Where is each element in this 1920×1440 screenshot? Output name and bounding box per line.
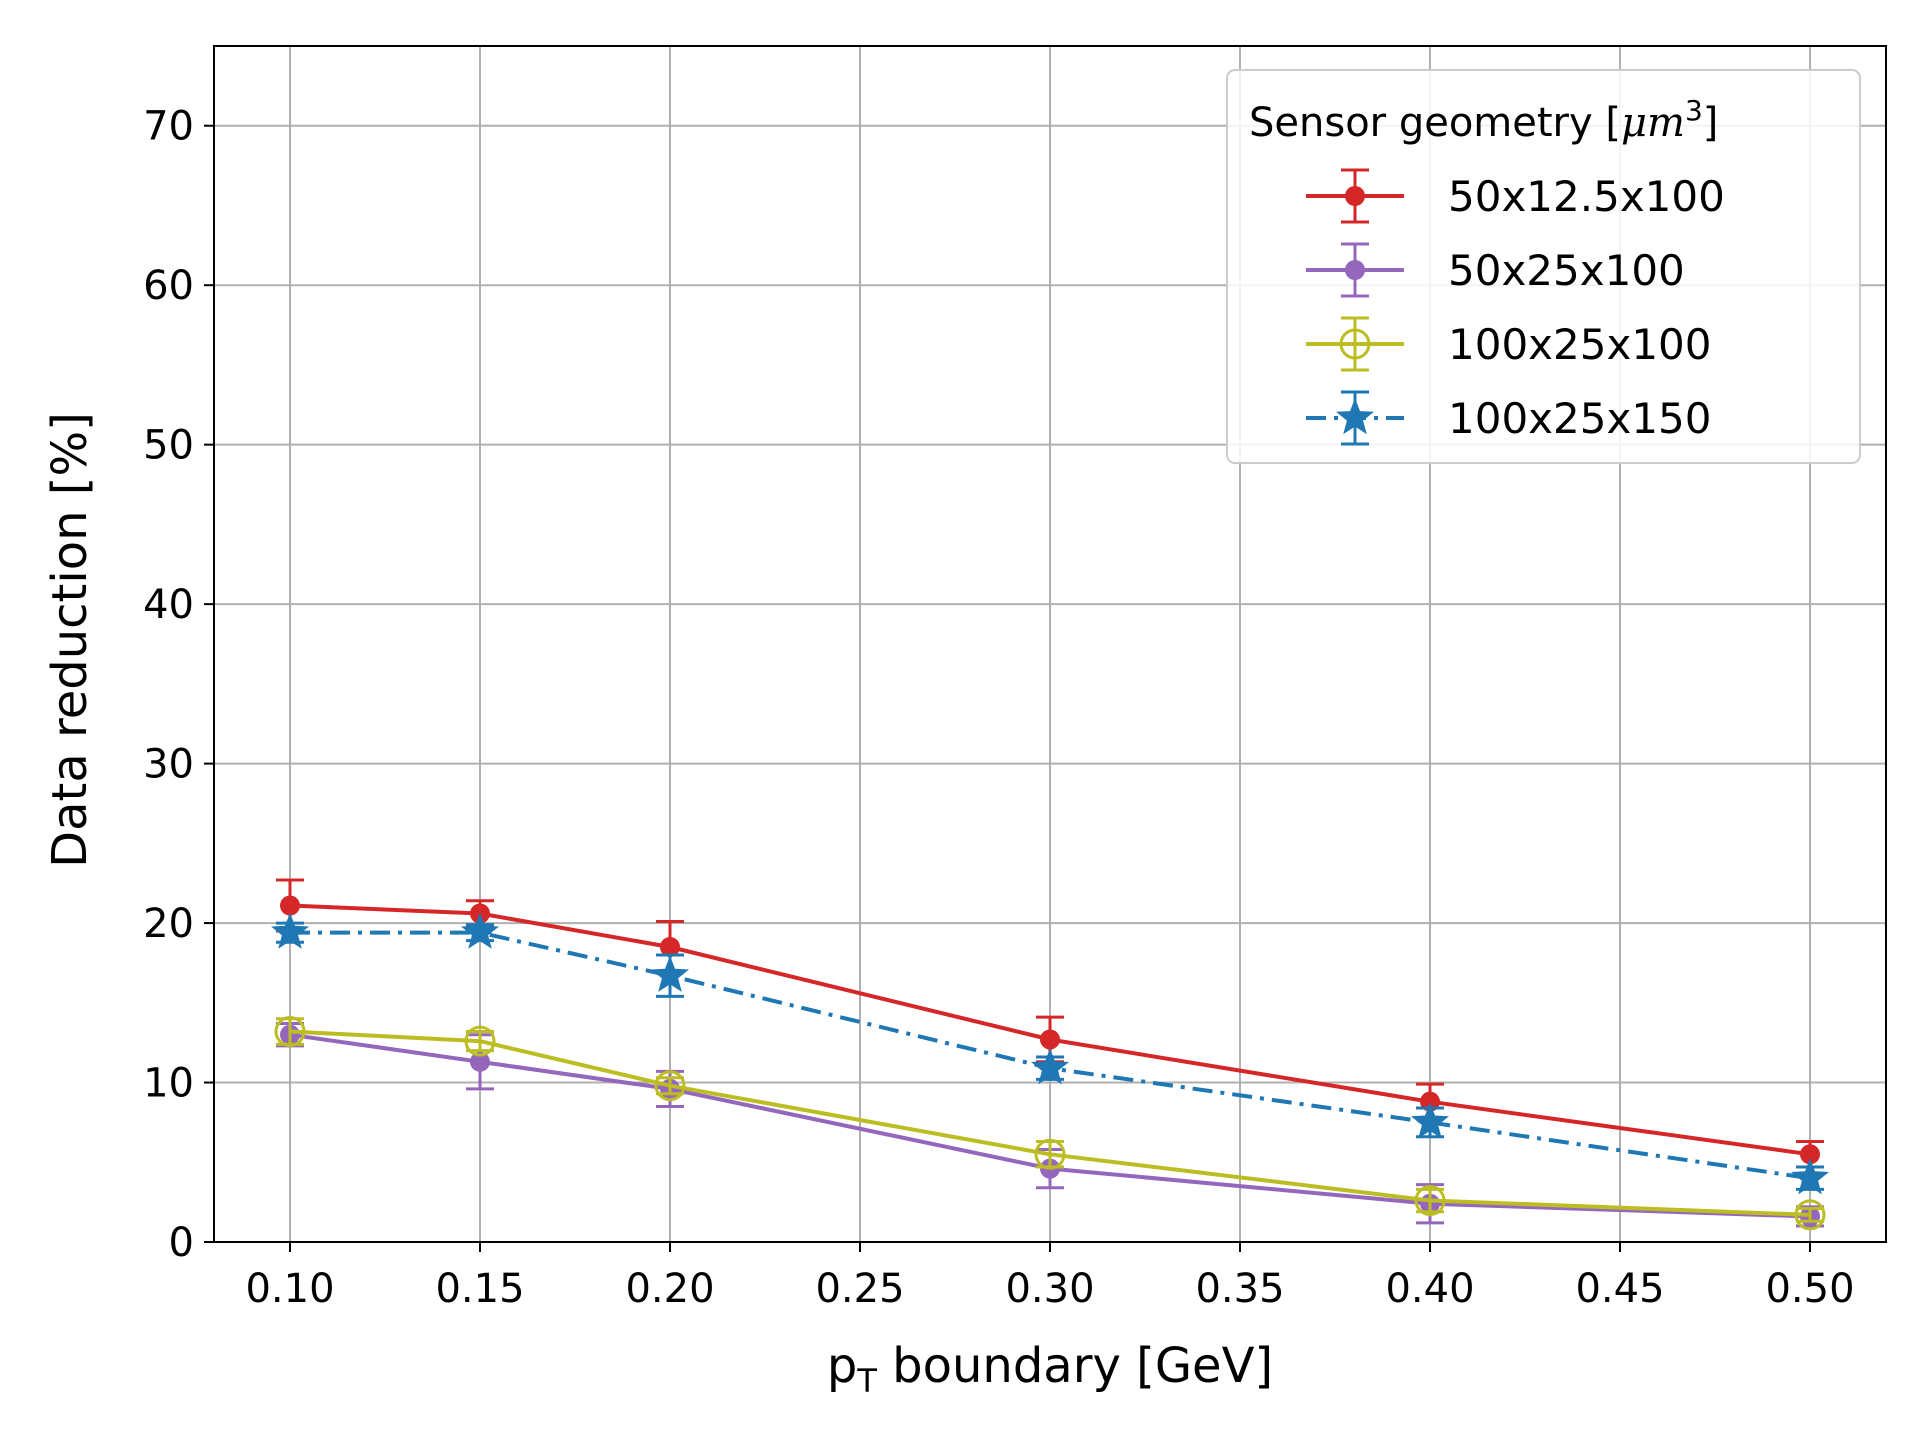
y-tick-label: 10 (143, 1061, 194, 1107)
x-tick-label: 0.15 (435, 1266, 524, 1312)
y-tick-label: 70 (143, 104, 194, 150)
y-tick-label: 20 (143, 901, 194, 947)
legend: Sensor geometry [μm3] 50x12.5x100 50x25x1… (1226, 69, 1861, 464)
x-tick-label: 0.30 (1005, 1266, 1094, 1312)
y-tick-label: 50 (143, 423, 194, 469)
legend-entries: 50x12.5x100 50x25x100 100x25x100 100x25x150 (1306, 168, 1725, 446)
x-tick-label: 0.45 (1575, 1266, 1664, 1312)
y-tick-label: 0 (169, 1220, 194, 1266)
x-tick-label: 0.25 (815, 1266, 904, 1312)
legend-title: Sensor geometry [μm3] (1249, 94, 1718, 146)
series-100x25x150 (271, 912, 1829, 1195)
legend-marker (1345, 186, 1365, 206)
data-point (1791, 1158, 1829, 1195)
data-point (280, 895, 300, 916)
data-point (660, 936, 680, 957)
data-point (1034, 1138, 1066, 1170)
data-point (651, 955, 689, 992)
ticks: 0.10 0.15 0.20 0.25 0.30 0.35 0.40 0.45 0.50 0 10 2… (143, 104, 1854, 1312)
data-point (271, 912, 309, 949)
x-tick-label: 0.20 (625, 1266, 714, 1312)
series-line (289, 1032, 1811, 1219)
legend-entry: 100x25x100 (1306, 316, 1711, 372)
data-point (1040, 1029, 1060, 1050)
series-line (289, 903, 1811, 1157)
y-axis-label: Data reduction [%] (42, 412, 98, 868)
x-axis-label: pT boundary [GeV] (827, 1338, 1273, 1400)
legend-marker (1336, 398, 1374, 435)
data-point (461, 912, 499, 949)
legend-entry: 50x12.5x100 (1306, 168, 1725, 224)
y-tick-label: 40 (143, 582, 194, 628)
legend-entry: 50x25x100 (1306, 242, 1685, 298)
data-point (1411, 1102, 1449, 1139)
series-line (289, 1029, 1811, 1217)
legend-marker (1339, 328, 1371, 360)
data-point (1794, 1199, 1826, 1231)
data-point (470, 1051, 490, 1072)
series-100x25x100 (274, 1016, 1826, 1231)
data-point (1031, 1048, 1069, 1085)
data-point (1414, 1185, 1446, 1217)
x-tick-label: 0.40 (1385, 1266, 1474, 1312)
series-layer (271, 878, 1829, 1231)
legend-label: 50x12.5x100 (1448, 172, 1725, 221)
legend-entry: 100x25x150 (1306, 390, 1711, 446)
legend-box (1226, 69, 1861, 464)
data-point (464, 1025, 496, 1057)
data-point (654, 1070, 686, 1102)
y-tick-label: 30 (143, 742, 194, 788)
legend-marker (1345, 260, 1365, 280)
data-point (274, 1016, 306, 1048)
x-tick-label: 0.35 (1195, 1266, 1284, 1312)
y-tick-label: 60 (143, 263, 194, 309)
legend-label: 100x25x100 (1448, 320, 1711, 369)
x-tick-label: 0.50 (1765, 1266, 1854, 1312)
x-tick-label: 0.10 (245, 1266, 334, 1312)
data-point (1800, 1144, 1820, 1165)
legend-label: 50x25x100 (1448, 246, 1685, 295)
legend-label: 100x25x150 (1448, 394, 1711, 443)
